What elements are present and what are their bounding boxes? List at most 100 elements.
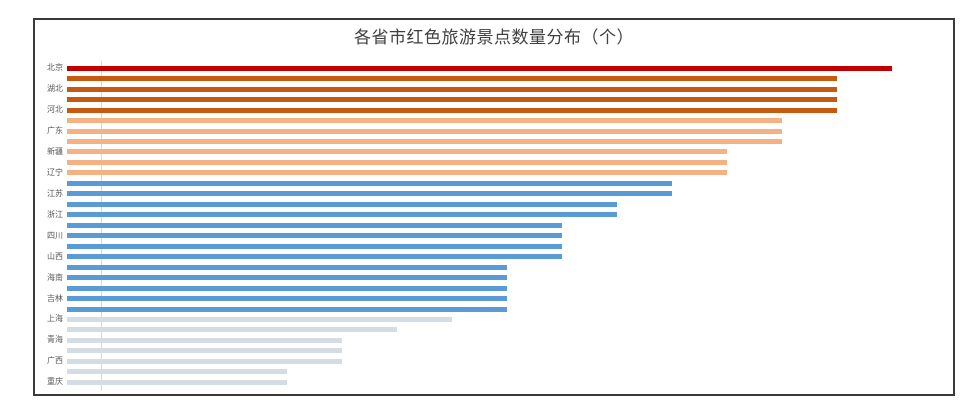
bar [67,107,838,113]
bar-track [67,201,953,207]
category-label: 青海 [47,335,63,345]
category-label: 河北 [47,105,63,115]
bar-row: 北京 [35,63,953,73]
bar-row [35,157,953,167]
bar-track [67,159,953,165]
bars-area: 北京 湖北 河北 广东 [35,63,953,388]
bar-row: 青海 [35,335,953,345]
category-label: 广东 [47,126,63,136]
bar-row: 海南 [35,272,953,282]
bar-row [35,115,953,125]
bar [67,180,673,186]
category-label: 吉林 [47,293,63,303]
bar [67,379,288,385]
bar-track [67,327,953,333]
bar-row [35,136,953,146]
bar [67,275,508,281]
bar-row: 吉林 [35,293,953,303]
bar-track [67,337,953,343]
bar-row: 上海 [35,314,953,324]
bar [67,369,288,375]
category-label: 北京 [47,63,63,73]
category-label: 广西 [47,356,63,366]
bar-track [67,180,953,186]
bar [67,285,508,291]
category-label: 上海 [47,314,63,324]
bar-row [35,325,953,335]
bar [67,243,563,249]
bar [67,139,783,145]
category-label: 浙江 [47,209,63,219]
bar [67,212,618,218]
bar-track [67,379,953,385]
bar-row: 四川 [35,231,953,241]
bar-row [35,199,953,209]
bar [67,191,673,197]
bar [67,118,783,124]
category-label: 海南 [47,272,63,282]
bar-row [35,73,953,83]
bar-track [67,275,953,281]
bar-track [67,233,953,239]
bar-track [67,254,953,260]
bar [67,264,508,270]
bar [67,201,618,207]
bar-row: 辽宁 [35,168,953,178]
bar-track [67,222,953,228]
bar-track [67,170,953,176]
bar-track [67,191,953,197]
bar-row: 广东 [35,126,953,136]
bar-row [35,346,953,356]
bar [67,296,508,302]
bar [67,254,563,260]
category-label: 湖北 [47,84,63,94]
bar-track [67,243,953,249]
bar-track [67,65,953,71]
bar-track [67,212,953,218]
bar [67,358,343,364]
bar-row [35,94,953,104]
bar [67,149,728,155]
bar-row: 广西 [35,356,953,366]
bar-row: 浙江 [35,210,953,220]
bar-track [67,264,953,270]
bar-track [67,107,953,113]
bar [67,86,838,92]
bar-row: 山西 [35,251,953,261]
bar [67,316,453,322]
bar-row [35,241,953,251]
bar-row [35,367,953,377]
bar-track [67,76,953,82]
bar [67,327,398,333]
bar-row [35,262,953,272]
bar [67,348,343,354]
bar-row [35,283,953,293]
chart-area: 各省市红色旅游景点数量分布（个） 北京 湖北 河北 [33,18,955,396]
bar [67,97,838,103]
chart-title: 各省市红色旅游景点数量分布（个） [354,28,634,47]
bar-row: 新疆 [35,147,953,157]
bar-row [35,220,953,230]
bar-row: 河北 [35,105,953,115]
category-label: 新疆 [47,146,63,156]
bar [67,128,783,134]
bar-track [67,128,953,134]
bar-track [67,285,953,291]
bar [67,76,838,82]
bar [67,306,508,312]
bar-track [67,348,953,354]
bar-row [35,304,953,314]
bar-track [67,296,953,302]
bar-row: 湖北 [35,84,953,94]
bar [67,222,563,228]
bar-track [67,118,953,124]
bar [67,170,728,176]
category-label: 江苏 [47,188,63,198]
category-label: 辽宁 [47,167,63,177]
category-label: 四川 [47,230,63,240]
bar-track [67,369,953,375]
bar [67,65,893,71]
bar-row [35,178,953,188]
bar-track [67,139,953,145]
bar-track [67,86,953,92]
